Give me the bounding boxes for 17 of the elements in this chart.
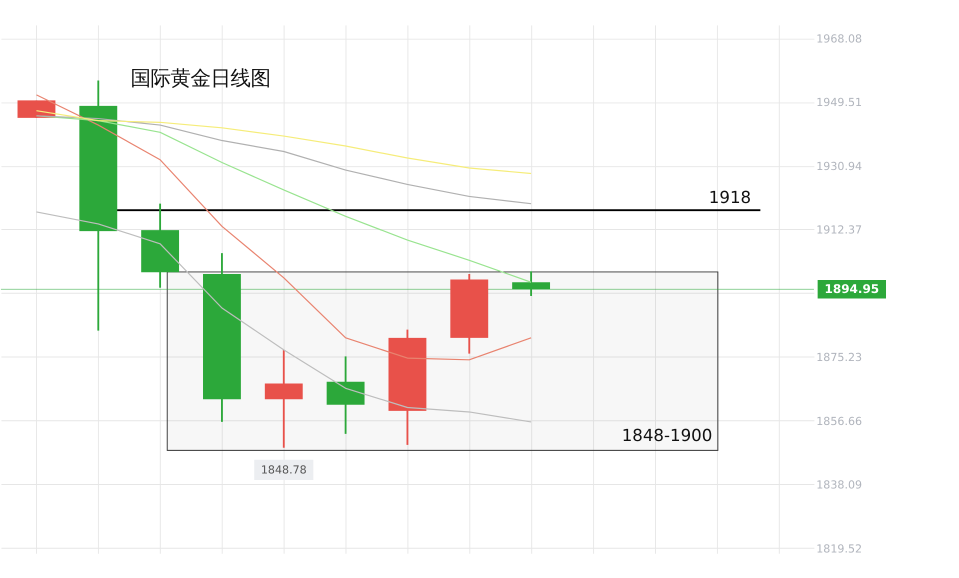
- ref-line-label: 1894.95: [824, 282, 880, 296]
- ref-line-label: 1918: [708, 188, 752, 207]
- band-label: 1848-1900: [622, 426, 712, 446]
- y-tick-label: 1968.08: [816, 32, 862, 46]
- line-series: [36, 211, 532, 423]
- text: 国际黄金日线图: [130, 66, 270, 90]
- annotation: 1848.78: [260, 464, 307, 477]
- line-series: [36, 94, 532, 360]
- line-series: [36, 115, 532, 204]
- y-tick-label: 1856.66: [816, 414, 862, 428]
- y-tick-label: 1875.23: [816, 351, 862, 364]
- y-tick-label: 1949.51: [816, 96, 862, 110]
- y-tick-label: 1930.94: [816, 160, 862, 173]
- y-tick-label: 1838.09: [816, 478, 862, 492]
- y-tick-label: 1819.52: [816, 542, 862, 556]
- y-tick-label: 1912.37: [816, 224, 862, 237]
- line-series: [36, 110, 532, 174]
